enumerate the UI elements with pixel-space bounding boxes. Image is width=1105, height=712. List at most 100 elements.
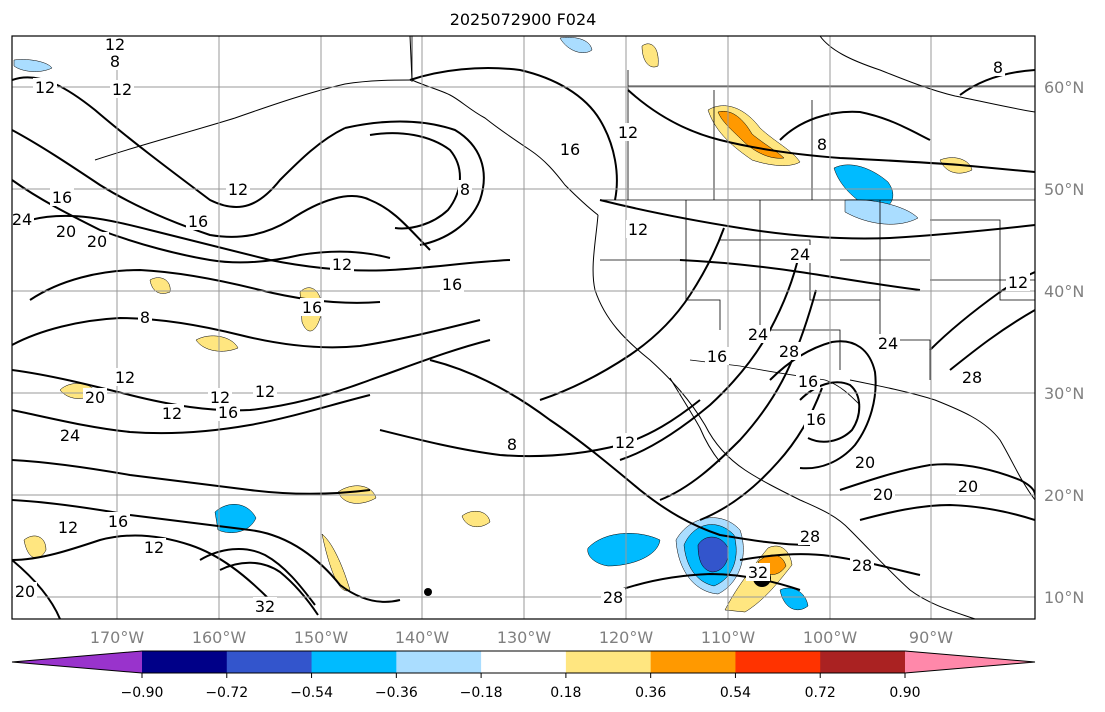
contour-line — [619, 249, 801, 461]
contour-line — [679, 259, 921, 291]
longitude-label: 110°W — [701, 628, 756, 647]
contour-label: 32 — [255, 597, 275, 616]
contour-label-bg — [876, 334, 900, 352]
contour-label: 16 — [108, 512, 128, 531]
contour-label: 16 — [798, 372, 818, 391]
contour-line — [959, 69, 1035, 96]
latitude-labels: 60°N 50°N 40°N 30°N 20°N 10°N — [1044, 78, 1084, 607]
contour-label: 12 — [105, 35, 125, 54]
contour-label-bg — [226, 180, 250, 198]
us-state-grid-5 — [930, 219, 1035, 301]
contour-line — [859, 503, 1035, 521]
alaska-coast — [409, 36, 599, 216]
contour-line — [12, 499, 401, 603]
contour-line — [12, 129, 431, 251]
us-state-grid-4 — [879, 200, 931, 380]
contour-label-bg — [613, 433, 637, 451]
contour-label: 16 — [707, 347, 727, 366]
contour-label: 20 — [87, 232, 107, 251]
contour-label-bg — [33, 78, 57, 96]
colorbar-tick-label: 0.90 — [889, 685, 920, 701]
us-mexico-border — [689, 359, 861, 406]
contour-label-bg — [58, 426, 82, 444]
contour-label: 16 — [188, 212, 208, 231]
contour-line — [539, 227, 725, 401]
contour-label-bg — [746, 325, 770, 343]
contour-line — [369, 132, 461, 230]
contour-line — [12, 316, 481, 349]
us-state-grid-3 — [759, 200, 841, 370]
contour-label-bg — [106, 512, 130, 530]
contour-label: 24 — [878, 334, 898, 353]
blue-shading-e — [214, 504, 257, 533]
colorbar-tick-label: −0.72 — [205, 685, 248, 701]
colorbar-tick-label: −0.90 — [121, 685, 164, 701]
contour-label-bg — [50, 188, 74, 206]
contour-label: 12 — [332, 255, 352, 274]
contour-lines — [12, 67, 1035, 619]
contour-line — [779, 110, 931, 141]
blue-shading-b — [587, 533, 661, 567]
contour-label: 28 — [603, 588, 623, 607]
contour-line — [344, 120, 485, 246]
contour-label: 8 — [460, 180, 470, 199]
blue-shading-f — [13, 59, 53, 72]
colorbar-segment — [311, 651, 397, 673]
contour-label: 28 — [779, 342, 799, 361]
blue-shading-g — [559, 37, 593, 53]
contour-label-bg — [56, 518, 80, 536]
contour-label-bg — [13, 582, 37, 600]
orange-core — [717, 110, 785, 159]
contour-label-bg — [960, 368, 984, 386]
contour-label-bg — [796, 372, 820, 390]
contour-line — [12, 559, 61, 619]
contour-line — [659, 289, 817, 501]
colorbar-segment — [565, 651, 652, 673]
contour-label: 20 — [958, 477, 978, 496]
colorbar-segment — [820, 651, 906, 673]
contour-label: 8 — [507, 435, 517, 454]
contour-label: 8 — [993, 58, 1003, 77]
colorbar-tick-label: −0.54 — [290, 685, 333, 701]
contour-label: 28 — [962, 368, 982, 387]
contour-label: 24 — [60, 426, 80, 445]
contour-label-bg — [616, 123, 640, 141]
contour-label: 12 — [618, 123, 638, 142]
contour-label: 20 — [873, 485, 893, 504]
latitude-label: 50°N — [1044, 180, 1084, 199]
colorbar-segment — [735, 651, 821, 673]
contour-line — [12, 76, 346, 209]
latitude-label: 20°N — [1044, 486, 1084, 505]
latitude-label: 30°N — [1044, 384, 1084, 403]
contour-line — [12, 179, 391, 264]
aleutian-arc — [94, 79, 413, 161]
map-frame — [11, 35, 1036, 620]
contour-line — [949, 309, 1035, 371]
longitude-label: 170°W — [90, 628, 145, 647]
yellow-patch-6 — [321, 533, 351, 592]
yellow-patch-8 — [641, 43, 659, 68]
contour-line — [409, 67, 618, 201]
contour-label-bg — [777, 342, 801, 360]
contour-label: 12 — [58, 518, 78, 537]
colorbar-tick-label: 0.54 — [720, 685, 751, 701]
contour-label: 12 — [115, 368, 135, 387]
contour-label-bg — [746, 563, 770, 581]
blue-shading-a-core — [697, 536, 729, 573]
contour-label: 20 — [855, 453, 875, 472]
contour-label: 12 — [162, 404, 182, 423]
colorbar-extend-low — [12, 651, 142, 673]
longitude-label: 120°W — [599, 628, 654, 647]
baja-peninsula — [669, 377, 721, 463]
contour-label: 16 — [442, 275, 462, 294]
contour-label-bg — [208, 388, 232, 406]
longitude-label: 150°W — [294, 628, 349, 647]
contour-label-bg — [330, 255, 354, 273]
contour-line — [12, 459, 371, 495]
longitude-label: 160°W — [192, 628, 247, 647]
contour-label: 16 — [218, 403, 238, 422]
contour-label-bg — [54, 222, 78, 240]
contour-label-bg — [991, 58, 1005, 76]
